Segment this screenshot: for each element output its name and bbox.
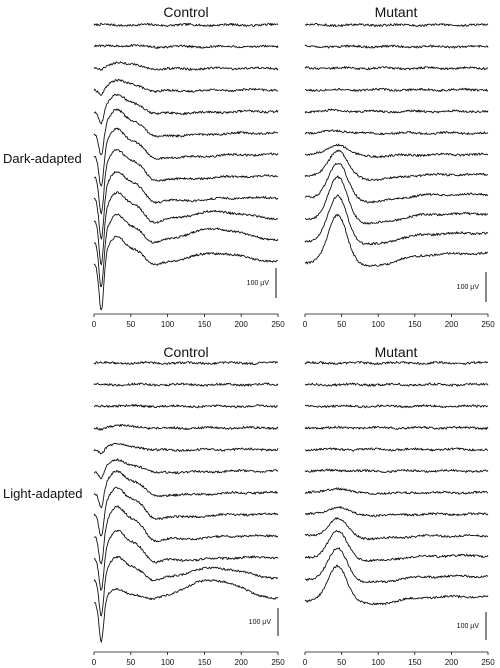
x-tick-label: 0	[92, 658, 97, 667]
x-tick-label: 50	[126, 658, 135, 667]
erg-trace	[304, 87, 489, 92]
erg-trace	[304, 175, 489, 225]
erg-trace	[304, 505, 489, 518]
erg-trace	[304, 517, 488, 541]
erg-trace	[93, 555, 279, 617]
erg-trace	[93, 149, 279, 215]
erg-trace	[93, 529, 279, 591]
light-mutant-scale-label: 100 µV	[457, 623, 480, 630]
erg-trace	[304, 194, 489, 246]
light-control-traces	[93, 360, 279, 643]
x-tick-label: 100	[372, 658, 386, 667]
erg-trace	[304, 213, 489, 267]
x-tick-label: 150	[198, 658, 212, 667]
erg-trace	[93, 382, 279, 387]
light-mutant-traces	[304, 360, 489, 606]
erg-trace	[304, 547, 488, 584]
light-control-title: Control	[163, 344, 208, 360]
erg-trace	[93, 44, 279, 49]
dark-mutant-scale-label: 100 µV	[457, 284, 480, 291]
x-tick-label: 200	[445, 658, 459, 667]
x-tick-label: 100	[161, 320, 175, 329]
erg-trace	[94, 93, 279, 125]
erg-trace	[305, 382, 489, 387]
light-mutant-x-ticks: 0 50 100 150 200 250	[303, 652, 495, 667]
erg-trace	[93, 78, 279, 96]
dark-mutant-x-ticks: 0 50 100 150 200 250	[303, 314, 495, 329]
erg-trace	[93, 22, 279, 28]
erg-trace	[93, 213, 279, 288]
dark-mutant-panel: 0 50 100 150 200 250 100 µV	[303, 22, 495, 329]
light-control-scale-label: 100 µV	[249, 619, 272, 626]
erg-trace	[304, 425, 489, 430]
erg-trace	[93, 486, 279, 537]
x-tick-label: 0	[92, 320, 97, 329]
erg-trace	[93, 61, 279, 71]
erg-trace	[304, 66, 489, 71]
erg-trace	[93, 579, 279, 643]
x-tick-label: 150	[408, 320, 422, 329]
erg-trace	[304, 129, 489, 136]
erg-trace	[304, 108, 489, 114]
dark-control-x-ticks: 0 50 100 150 200 250	[92, 314, 285, 329]
x-tick-label: 150	[408, 658, 422, 667]
x-tick-label: 200	[235, 658, 249, 667]
light-mutant-title: Mutant	[375, 344, 418, 360]
dark-mutant-title: Mutant	[375, 4, 418, 20]
erg-trace	[304, 360, 489, 366]
x-tick-label: 200	[235, 320, 249, 329]
dark-control-traces	[93, 22, 279, 311]
erg-trace	[304, 468, 489, 474]
erg-trace	[93, 191, 279, 266]
x-tick-label: 250	[271, 658, 285, 667]
dark-control-panel: 0 50 100 150 200 250 100 µV	[92, 22, 285, 329]
x-tick-label: 50	[337, 320, 346, 329]
erg-trace	[93, 127, 279, 187]
erg-trace	[304, 149, 489, 182]
x-tick-label: 100	[161, 658, 175, 667]
light-control-panel: 0 50 100 150 200 250 100 µV	[92, 360, 285, 667]
erg-trace	[93, 442, 279, 455]
erg-trace	[93, 171, 279, 240]
x-tick-label: 100	[372, 320, 386, 329]
erg-trace	[304, 447, 489, 452]
erg-trace	[304, 487, 489, 495]
erg-trace	[304, 564, 489, 606]
erg-trace	[304, 404, 489, 409]
light-adapted-label: Light-adapted	[3, 486, 83, 501]
erg-trace	[93, 424, 279, 431]
dark-control-scale-label: 100 µV	[247, 280, 270, 287]
dark-mutant-traces	[304, 22, 489, 267]
x-tick-label: 0	[303, 658, 308, 667]
erg-trace	[94, 458, 279, 480]
x-tick-label: 50	[337, 658, 346, 667]
erg-trace	[304, 530, 489, 563]
erg-trace	[304, 143, 489, 159]
erg-trace	[94, 403, 279, 409]
dark-adapted-label: Dark-adapted	[3, 151, 82, 166]
erg-trace	[93, 108, 279, 156]
x-tick-label: 250	[481, 320, 495, 329]
x-tick-label: 150	[198, 320, 212, 329]
erg-trace	[93, 360, 279, 366]
x-tick-label: 250	[481, 658, 495, 667]
x-tick-label: 50	[126, 320, 135, 329]
erg-trace	[304, 44, 489, 49]
erg-trace	[304, 162, 489, 204]
light-control-x-ticks: 0 50 100 150 200 250	[92, 652, 285, 667]
erg-trace	[93, 469, 279, 509]
x-tick-label: 250	[271, 320, 285, 329]
x-tick-label: 0	[303, 320, 308, 329]
erg-trace	[93, 505, 279, 565]
dark-control-title: Control	[163, 4, 208, 20]
x-tick-label: 200	[445, 320, 459, 329]
erg-trace	[93, 235, 278, 311]
light-mutant-panel: 0 50 100 150 200 250 100 µV	[303, 360, 495, 667]
erg-trace	[305, 22, 489, 27]
